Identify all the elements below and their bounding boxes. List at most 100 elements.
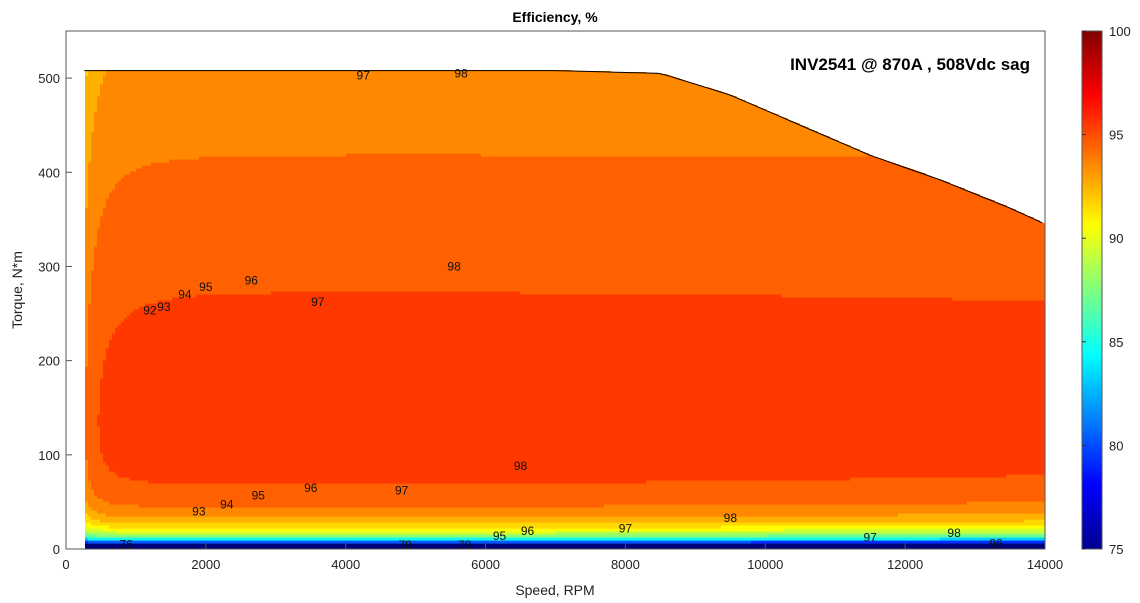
contour-fill-cell	[886, 537, 890, 541]
contour-fill-cell	[949, 525, 953, 529]
contour-fill-cell	[772, 537, 776, 541]
contour-fill-cell	[814, 540, 818, 544]
contour-fill-cell	[109, 537, 113, 541]
contour-fill-cell	[454, 291, 458, 484]
contour-fill-cell	[766, 531, 770, 535]
contour-fill-cell	[580, 531, 584, 535]
contour-fill-cell	[580, 540, 584, 544]
contour-fill-cell	[370, 531, 374, 535]
contour-fill-cell	[730, 294, 734, 481]
contour-fill-cell	[1006, 531, 1010, 535]
contour-fill-cell	[259, 156, 263, 295]
contour-fill-cell	[496, 70, 500, 157]
y-tick-label: 300	[38, 259, 60, 274]
contour-fill-cell	[580, 528, 584, 532]
contour-fill-cell	[214, 156, 218, 295]
contour-fill-cell	[907, 513, 911, 523]
contour-fill-cell	[340, 543, 344, 549]
contour-fill-cell	[775, 480, 779, 505]
contour-fill-cell	[505, 537, 509, 541]
contour-fill-cell	[346, 537, 350, 541]
contour-fill-cell	[124, 531, 128, 535]
contour-fill-cell	[298, 483, 302, 508]
contour-fill-cell	[262, 522, 266, 529]
contour-fill-cell	[370, 153, 374, 292]
contour-fill-cell	[958, 531, 962, 535]
contour-fill-cell	[709, 516, 713, 523]
contour-fill-cell	[151, 537, 155, 541]
contour-fill-cell	[169, 534, 173, 538]
contour-fill-cell	[676, 531, 680, 535]
contour-fill-cell	[127, 531, 131, 535]
contour-label: 98	[454, 66, 468, 80]
contour-fill-cell	[283, 528, 287, 532]
contour-fill-cell	[706, 87, 710, 157]
contour-fill-cell	[763, 522, 767, 526]
contour-fill-cell	[526, 294, 530, 484]
contour-fill-cell	[277, 522, 281, 529]
contour-fill-cell	[448, 537, 452, 541]
contour-fill-cell	[433, 70, 437, 154]
contour-fill-cell	[778, 480, 782, 505]
contour-fill-cell	[622, 72, 626, 157]
contour-fill-cell	[151, 540, 155, 544]
contour-fill-cell	[238, 531, 242, 535]
contour-fill-cell	[526, 528, 530, 532]
contour-fill-cell	[256, 507, 260, 517]
contour-fill-cell	[172, 537, 176, 541]
contour-fill-cell	[373, 153, 377, 292]
contour-fill-cell	[565, 507, 569, 517]
contour-fill-cell	[247, 537, 251, 541]
contour-fill-cell	[934, 297, 938, 478]
contour-fill-cell	[871, 297, 875, 478]
contour-fill-cell	[472, 507, 476, 517]
contour-fill-cell	[136, 534, 140, 538]
contour-fill-cell	[817, 528, 821, 532]
contour-fill-cell	[619, 522, 623, 529]
contour-fill-cell	[808, 522, 812, 526]
contour-fill-cell	[646, 522, 650, 529]
contour-fill-cell	[472, 531, 476, 535]
contour-fill-cell	[412, 537, 416, 541]
contour-fill-cell	[724, 543, 728, 549]
contour-fill-cell	[151, 162, 155, 304]
contour-fill-cell	[487, 516, 491, 523]
contour-fill-cell	[322, 543, 326, 549]
contour-fill-cell	[679, 522, 683, 529]
contour-fill-cell	[127, 70, 131, 175]
contour-fill-cell	[259, 483, 263, 508]
contour-fill-cell	[418, 291, 422, 484]
contour-fill-cell	[676, 528, 680, 532]
contour-fill-cell	[847, 540, 851, 544]
contour-fill-cell	[118, 477, 122, 505]
contour-fill-cell	[994, 202, 998, 301]
contour-fill-cell	[1009, 522, 1013, 526]
contour-fill-cell	[943, 513, 947, 523]
contour-fill-cell	[835, 504, 839, 517]
contour-fill-cell	[499, 537, 503, 541]
contour-fill-cell	[1036, 528, 1040, 532]
contour-fill-cell	[457, 522, 461, 529]
contour-fill-cell	[739, 540, 743, 544]
contour-fill-cell	[508, 534, 512, 538]
contour-fill-cell	[265, 528, 269, 532]
contour-fill-cell	[508, 483, 512, 508]
contour-fill-cell	[145, 165, 149, 304]
contour-fill-cell	[97, 498, 101, 514]
contour-fill-cell	[919, 528, 923, 532]
contour-fill-cell	[955, 528, 959, 532]
contour-fill-cell	[451, 70, 455, 154]
contour-fill-cell	[799, 531, 803, 535]
contour-fill-cell	[697, 522, 701, 529]
contour-fill-cell	[985, 531, 989, 535]
contour-fill-cell	[829, 525, 833, 529]
contour-fill-cell	[817, 504, 821, 517]
contour-fill-cell	[973, 534, 977, 538]
contour-fill-cell	[874, 543, 878, 549]
contour-fill-cell	[484, 540, 488, 544]
contour-fill-cell	[325, 522, 329, 529]
contour-fill-cell	[265, 70, 269, 157]
contour-fill-cell	[898, 540, 902, 544]
contour-fill-cell	[739, 534, 743, 538]
contour-fill-cell	[535, 537, 539, 541]
